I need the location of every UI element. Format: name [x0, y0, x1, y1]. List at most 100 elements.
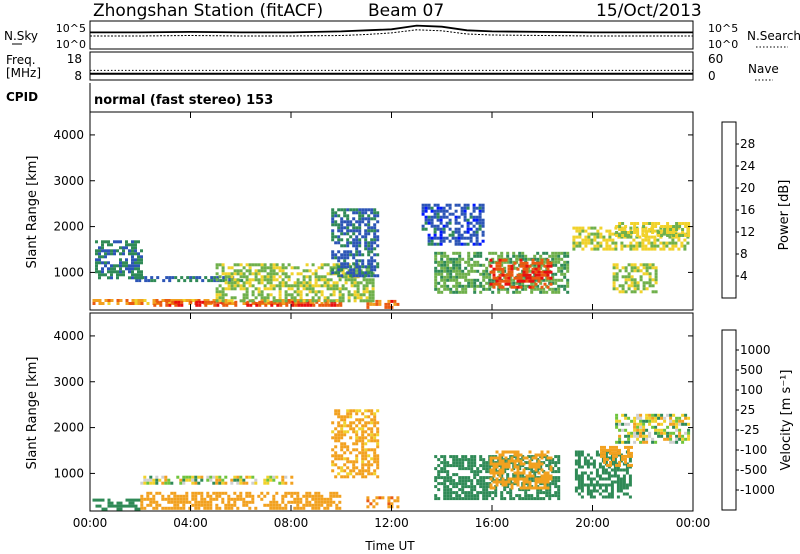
- data-cell: [492, 471, 496, 475]
- data-cell: [446, 272, 450, 276]
- data-cell: [311, 497, 315, 501]
- data-cell: [524, 257, 528, 261]
- data-cell: [642, 434, 646, 438]
- data-cell: [305, 293, 309, 297]
- data-cell: [251, 475, 255, 479]
- data-cell: [364, 244, 368, 248]
- data-cell: [355, 409, 359, 413]
- data-cell: [518, 494, 522, 498]
- data-cell: [443, 455, 447, 459]
- data-cell: [359, 281, 363, 285]
- data-cell: [434, 266, 438, 270]
- data-cell: [621, 266, 625, 270]
- data-cell: [678, 419, 682, 423]
- data-cell: [272, 284, 276, 288]
- data-cell: [498, 453, 502, 457]
- data-cell: [353, 296, 357, 300]
- data-cell: [245, 494, 249, 498]
- data-cell: [501, 462, 505, 466]
- data-cell: [503, 485, 507, 489]
- data-cell: [334, 409, 338, 413]
- data-cell: [366, 496, 370, 500]
- data-cell: [472, 218, 476, 222]
- data-cell: [451, 236, 455, 240]
- data-cell: [149, 491, 153, 495]
- data-cell: [642, 284, 646, 288]
- data-cell: [236, 478, 240, 482]
- data-cell: [311, 287, 315, 291]
- data-cell: [275, 500, 279, 504]
- data-cell: [531, 285, 535, 289]
- data-cell: [338, 500, 342, 504]
- data-cell: [665, 241, 669, 245]
- data-cell: [455, 491, 459, 495]
- data-cell: [604, 483, 608, 487]
- data-cell: [263, 266, 267, 270]
- data-cell: [525, 276, 529, 280]
- data-cell: [522, 270, 526, 274]
- data-cell: [650, 247, 654, 251]
- data-cell: [367, 433, 371, 437]
- data-cell: [233, 272, 237, 276]
- data-cell: [361, 466, 365, 470]
- data-cell: [393, 302, 397, 306]
- data-cell: [603, 454, 606, 458]
- data-cell: [639, 422, 643, 426]
- data-cell: [326, 278, 330, 282]
- data-cell: [671, 244, 675, 248]
- data-cell: [334, 463, 338, 467]
- data-cell: [537, 276, 541, 280]
- data-cell: [592, 462, 596, 466]
- data-cell: [334, 253, 338, 257]
- data-cell: [308, 275, 312, 279]
- data-cell: [489, 471, 493, 475]
- data-cell: [302, 503, 306, 507]
- data-cell: [353, 293, 357, 297]
- data-cell: [527, 488, 531, 492]
- data-cell: [512, 254, 516, 258]
- data-cell: [427, 239, 431, 243]
- data-cell: [513, 261, 517, 265]
- data-cell: [245, 278, 249, 282]
- data-cell: [551, 251, 555, 255]
- data-cell: [331, 232, 335, 236]
- data-cell: [476, 251, 480, 255]
- data-cell: [215, 293, 219, 297]
- data-cell: [245, 500, 249, 504]
- data-cell: [367, 421, 371, 425]
- data-cell: [212, 481, 216, 485]
- data-cell: [373, 226, 377, 230]
- data-cell: [95, 240, 98, 244]
- data-cell: [248, 278, 252, 282]
- data-cell: [209, 478, 213, 482]
- data-cell: [204, 300, 208, 304]
- data-cell: [367, 427, 371, 431]
- data-cell: [329, 278, 333, 282]
- data-cell: [355, 472, 359, 476]
- data-cell: [545, 458, 549, 462]
- data-cell: [308, 284, 312, 288]
- data-cell: [340, 466, 344, 470]
- data-cell: [583, 462, 587, 466]
- data-cell: [548, 278, 552, 282]
- data-cell: [234, 303, 238, 307]
- data-cell: [361, 448, 365, 452]
- data-cell: [551, 281, 555, 285]
- data-cell: [452, 458, 456, 462]
- data-cell: [314, 497, 318, 501]
- data-cell: [338, 263, 342, 267]
- data-cell: [671, 235, 675, 239]
- data-cell: [110, 273, 113, 277]
- data-cell: [364, 469, 368, 473]
- data-cell: [337, 274, 341, 278]
- data-cell: [624, 454, 627, 458]
- data-cell: [269, 287, 273, 291]
- data-cell: [616, 483, 620, 487]
- data-cell: [557, 494, 561, 498]
- data-cell: [455, 290, 459, 294]
- data-cell: [185, 491, 189, 495]
- data-cell: [376, 439, 380, 443]
- data-cell: [492, 276, 496, 280]
- data-cell: [251, 299, 255, 303]
- data-cell: [376, 463, 380, 467]
